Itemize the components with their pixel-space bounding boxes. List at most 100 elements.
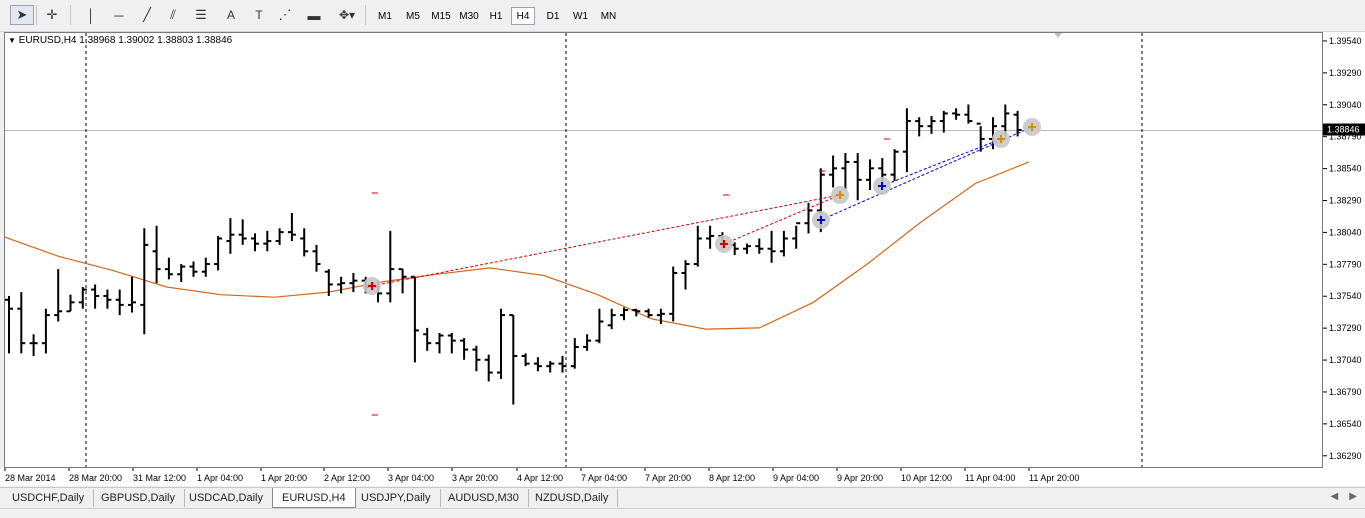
trade-marker[interactable] bbox=[831, 186, 849, 204]
time-tick-label: 28 Mar 2014 bbox=[5, 473, 56, 483]
timeframe-m30-button[interactable]: M30 bbox=[459, 10, 479, 22]
ohlc-bar bbox=[509, 314, 518, 405]
trade-marker[interactable] bbox=[715, 235, 733, 253]
ohlc-bar bbox=[312, 244, 321, 272]
ohlc-bar bbox=[103, 289, 112, 309]
tab-scroll-arrows[interactable]: ◀ ▶ bbox=[1330, 491, 1357, 502]
chart-header: ▼ EURUSD,H4 1.38968 1.39002 1.38803 1.38… bbox=[8, 35, 232, 46]
trade-marker[interactable] bbox=[992, 130, 1010, 148]
ohlc-bar bbox=[17, 292, 26, 354]
time-axis-svg: 28 Mar 2014 28 Mar 20:00 31 Mar 12:00 1 Apr… bbox=[4, 468, 1079, 483]
trendline-icon: ╱ bbox=[143, 7, 151, 22]
ohlc-bar bbox=[398, 268, 407, 294]
ohlc-bar bbox=[939, 110, 948, 133]
tab-usdcad[interactable]: USDCAD,Daily bbox=[180, 489, 273, 507]
arrows-icon: ✥▾ bbox=[338, 8, 356, 22]
timeframe-h4-button[interactable]: H4 bbox=[511, 7, 535, 25]
time-tick-label: 7 Apr 20:00 bbox=[645, 473, 691, 483]
current-price-box bbox=[1323, 123, 1365, 136]
scroll-right-icon[interactable]: ▶ bbox=[1349, 491, 1357, 502]
cursor-tool-button[interactable]: ➤ bbox=[10, 5, 34, 25]
rectangle-tool-button[interactable]: ▬ bbox=[302, 5, 326, 25]
tab-eurusd[interactable]: EURUSD,H4 bbox=[272, 488, 356, 508]
timeframe-w1-button[interactable]: W1 bbox=[573, 10, 588, 22]
ohlc-bar bbox=[251, 233, 259, 252]
tab-label: USDCHF,Daily bbox=[12, 492, 85, 504]
ohlc-bar bbox=[533, 357, 542, 372]
tab-usdjpy[interactable]: USDJPY,Daily bbox=[352, 489, 441, 507]
time-tick-label: 4 Apr 12:00 bbox=[517, 473, 563, 483]
trade-marker[interactable] bbox=[1023, 118, 1041, 136]
ohlc-bar bbox=[41, 308, 50, 354]
price-tick-label: 1.37790 bbox=[1329, 259, 1362, 269]
ohlc-bar bbox=[263, 230, 272, 252]
scroll-left-icon[interactable]: ◀ bbox=[1330, 491, 1339, 502]
ohlc-bar bbox=[595, 308, 604, 344]
crosshair-icon: ✛ bbox=[46, 7, 58, 22]
horizontal-line-tool-button[interactable]: ─ bbox=[107, 5, 131, 25]
tab-gbpusd[interactable]: GBPUSD,Daily bbox=[92, 489, 185, 507]
price-tick-label: 1.37040 bbox=[1329, 355, 1362, 365]
timeframe-mn-button[interactable]: MN bbox=[600, 10, 617, 22]
trade-marker[interactable] bbox=[812, 211, 830, 229]
ohlc-bar bbox=[681, 260, 690, 290]
ohlc-bar bbox=[804, 202, 813, 234]
trendline-tool-button[interactable]: ╱ bbox=[135, 5, 159, 25]
price-tick-label: 1.36290 bbox=[1329, 451, 1362, 461]
timeframe-m1-button[interactable]: M1 bbox=[378, 10, 392, 22]
ohlc-bar bbox=[521, 353, 530, 367]
price-axis[interactable]: 1.39540 1.39290 1.39040 1.38790 1.38540 1.382… bbox=[1323, 32, 1365, 468]
text-label-tool-button[interactable]: T bbox=[247, 5, 271, 25]
vertical-line-tool-button[interactable]: │ bbox=[79, 5, 103, 25]
time-tick-label: 9 Apr 20:00 bbox=[837, 473, 883, 483]
text-tool-button[interactable]: A bbox=[219, 5, 243, 25]
moving-average-line bbox=[5, 161, 1030, 330]
rectangle-icon: ▬ bbox=[307, 7, 321, 23]
shift-marker-icon[interactable] bbox=[1054, 33, 1062, 38]
time-axis[interactable]: 28 Mar 2014 28 Mar 20:00 31 Mar 12:00 1 Apr… bbox=[0, 468, 1365, 486]
price-tick-label: 1.39290 bbox=[1329, 68, 1362, 78]
ohlc-bar bbox=[423, 327, 432, 351]
ohlc-bar bbox=[115, 289, 124, 316]
chart-area[interactable] bbox=[4, 32, 1323, 468]
fibonacci-tool-button[interactable]: ☰ bbox=[189, 5, 213, 25]
crosshair-tool-button[interactable]: ✛ bbox=[40, 5, 64, 25]
trade-marker[interactable] bbox=[363, 277, 381, 295]
time-tick-label: 1 Apr 04:00 bbox=[197, 473, 243, 483]
tab-usdchf[interactable]: USDCHF,Daily bbox=[3, 489, 95, 507]
timeframe-d1-button[interactable]: D1 bbox=[546, 10, 560, 22]
andrews-pitchfork-icon: ⫽ bbox=[170, 7, 176, 22]
price-tick-label: 1.38290 bbox=[1329, 195, 1362, 205]
time-tick-label: 9 Apr 04:00 bbox=[773, 473, 819, 483]
ohlc-bar bbox=[435, 332, 444, 354]
price-tick-label: 1.37290 bbox=[1329, 323, 1362, 333]
ohlc-bar bbox=[927, 115, 936, 134]
cursor-icon: ➤ bbox=[16, 7, 28, 22]
tab-nzdusd[interactable]: NZDUSD,Daily bbox=[526, 489, 619, 507]
ohlc-bar bbox=[91, 284, 100, 309]
collapse-arrow-icon[interactable]: ▼ bbox=[8, 36, 16, 45]
price-tick-label: 1.38040 bbox=[1329, 227, 1362, 237]
time-tick-label: 28 Mar 20:00 bbox=[69, 473, 122, 483]
tab-label: USDJPY,Daily bbox=[361, 492, 431, 504]
price-tick-label: 1.39540 bbox=[1329, 36, 1362, 46]
fibonacci-fan-tool-button[interactable]: ⋰ bbox=[273, 5, 297, 25]
trade-line-sell bbox=[371, 194, 841, 287]
ohlc-bar bbox=[866, 159, 874, 191]
ohlc-bar bbox=[410, 275, 419, 363]
trade-line-buy bbox=[881, 138, 1002, 187]
toolbar-separator bbox=[365, 5, 366, 25]
ohlc-bar bbox=[693, 225, 702, 267]
ohlc-bar bbox=[1001, 104, 1010, 137]
toolbar-separator bbox=[70, 5, 71, 25]
arrows-tool-button[interactable]: ✥▾ bbox=[332, 5, 362, 25]
timeframe-h1-button[interactable]: H1 bbox=[489, 10, 503, 22]
trade-marker[interactable] bbox=[873, 177, 891, 195]
ohlc-bar bbox=[447, 332, 456, 354]
andrews-pitchfork-tool-button[interactable]: ⫽ bbox=[161, 5, 185, 25]
price-tick-label: 1.36790 bbox=[1329, 387, 1362, 397]
tab-audusd[interactable]: AUDUSD,M30 bbox=[439, 489, 529, 507]
timeframe-m15-button[interactable]: M15 bbox=[431, 10, 451, 22]
timeframe-m5-button[interactable]: M5 bbox=[406, 10, 420, 22]
ohlc-bar bbox=[620, 307, 628, 321]
